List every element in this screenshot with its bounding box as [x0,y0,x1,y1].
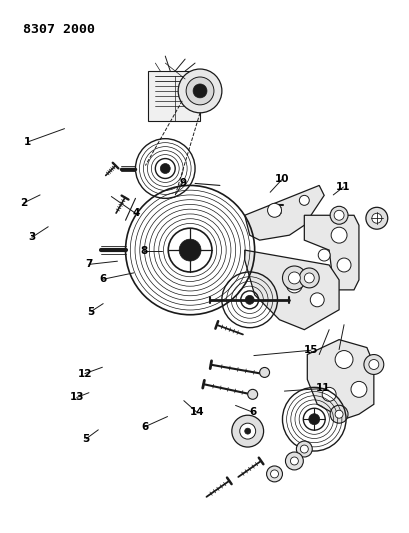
Text: 14: 14 [189,407,204,417]
Circle shape [178,69,221,113]
Text: 8307 2000: 8307 2000 [23,23,95,36]
Circle shape [299,196,308,205]
Text: 5: 5 [87,306,94,317]
Polygon shape [307,340,373,419]
Circle shape [247,389,257,399]
Circle shape [296,441,312,457]
Circle shape [267,203,281,217]
Text: 6: 6 [99,274,107,284]
Circle shape [282,266,306,290]
Text: 3: 3 [28,232,36,243]
Circle shape [336,258,350,272]
Circle shape [317,249,329,261]
Circle shape [329,405,347,423]
Circle shape [286,277,301,293]
Text: 11: 11 [315,383,330,393]
Circle shape [371,213,381,223]
Circle shape [299,268,319,288]
Circle shape [329,206,347,224]
Text: 2: 2 [20,198,27,208]
Circle shape [300,445,308,453]
Circle shape [231,415,263,447]
Circle shape [244,428,250,434]
Circle shape [259,367,269,377]
Circle shape [285,452,303,470]
Circle shape [270,470,278,478]
Text: 10: 10 [274,174,289,184]
Text: 9: 9 [179,177,186,188]
Circle shape [363,354,383,375]
Text: 6: 6 [249,407,256,417]
Circle shape [239,423,255,439]
Circle shape [308,414,319,425]
Text: 7: 7 [85,260,92,269]
Circle shape [160,164,170,173]
Text: 6: 6 [141,422,148,432]
Text: 12: 12 [77,369,92,378]
Circle shape [333,211,343,220]
Circle shape [290,457,298,465]
Polygon shape [244,250,338,330]
Circle shape [186,77,213,105]
Circle shape [334,410,342,418]
Circle shape [350,382,366,397]
Text: 13: 13 [69,392,84,402]
Circle shape [334,351,352,368]
Circle shape [365,207,387,229]
Circle shape [193,84,207,98]
Circle shape [179,239,200,261]
Text: 1: 1 [24,137,31,147]
Circle shape [288,272,300,284]
Circle shape [330,227,346,243]
Text: 11: 11 [335,182,350,192]
Circle shape [321,387,335,401]
Circle shape [368,360,378,369]
Circle shape [245,295,254,304]
Polygon shape [303,215,358,290]
Text: 4: 4 [132,208,139,219]
Text: 5: 5 [82,434,90,444]
Text: 8: 8 [140,246,147,256]
Circle shape [310,293,324,307]
Text: 15: 15 [303,345,317,356]
Polygon shape [148,71,200,121]
Circle shape [303,273,313,283]
Polygon shape [244,185,324,240]
Circle shape [266,466,282,482]
